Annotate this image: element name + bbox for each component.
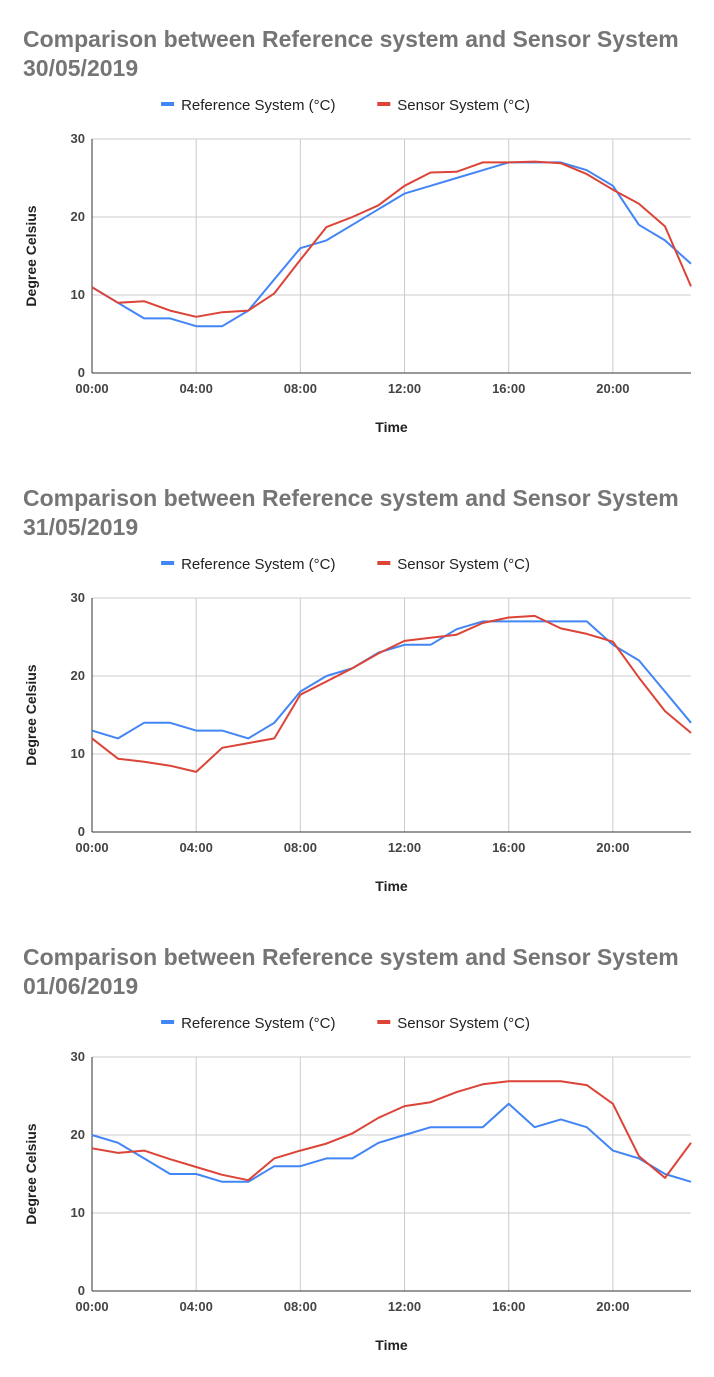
series-line-sensor	[91, 1080, 692, 1182]
chart-title-line2: 01/06/2019	[23, 973, 138, 999]
legend-swatch	[161, 561, 175, 565]
legend-swatch	[161, 102, 175, 106]
legend-item-reference: Reference System (°C)	[161, 556, 335, 573]
x-tick-label: 20:00	[596, 840, 629, 855]
legend-item-sensor: Sensor System (°C)	[377, 1015, 530, 1032]
chart-title-line1: Comparison between Reference system and …	[23, 26, 679, 52]
y-axis-title: Degree Celsius	[23, 664, 39, 765]
line-chart: Comparison between Reference system and …	[23, 26, 692, 435]
series-line-reference	[91, 1102, 692, 1183]
x-tick-label: 04:00	[180, 840, 213, 855]
x-tick-label: 08:00	[284, 1299, 317, 1314]
x-axis-title: Time	[375, 878, 408, 894]
x-tick-label: 20:00	[596, 1299, 629, 1314]
legend-item-reference: Reference System (°C)	[161, 97, 335, 114]
series-line-sensor	[91, 614, 692, 773]
chart-title-line2: 30/05/2019	[23, 55, 138, 81]
y-tick-label: 30	[71, 1049, 85, 1064]
legend-item-reference: Reference System (°C)	[161, 1015, 335, 1032]
x-axis-title: Time	[375, 419, 408, 435]
legend-swatch	[377, 102, 391, 106]
chart-panel-2: Comparison between Reference system and …	[0, 459, 714, 918]
x-tick-label: 08:00	[284, 381, 317, 396]
y-tick-label: 20	[71, 668, 85, 683]
y-tick-label: 10	[71, 287, 85, 302]
y-tick-label: 0	[78, 824, 85, 839]
chart-panel-1: Comparison between Reference system and …	[0, 0, 714, 459]
legend-label: Reference System (°C)	[181, 1015, 335, 1032]
y-tick-label: 0	[78, 365, 85, 380]
x-tick-label: 12:00	[388, 381, 421, 396]
y-tick-label: 10	[71, 746, 85, 761]
series-line-sensor	[91, 160, 692, 318]
legend-label: Sensor System (°C)	[397, 1015, 530, 1032]
chart-title-line1: Comparison between Reference system and …	[23, 944, 679, 970]
x-tick-label: 04:00	[180, 381, 213, 396]
y-tick-label: 20	[71, 1127, 85, 1142]
x-tick-label: 20:00	[596, 381, 629, 396]
legend-swatch	[377, 561, 391, 565]
x-tick-label: 12:00	[388, 1299, 421, 1314]
y-tick-label: 20	[71, 209, 85, 224]
x-tick-label: 12:00	[388, 840, 421, 855]
x-tick-label: 16:00	[492, 840, 525, 855]
legend-label: Reference System (°C)	[181, 97, 335, 114]
legend-item-sensor: Sensor System (°C)	[377, 556, 530, 573]
series-line-reference	[91, 161, 692, 328]
legend-label: Sensor System (°C)	[397, 556, 530, 573]
legend-label: Sensor System (°C)	[397, 97, 530, 114]
chart-panel-3: Comparison between Reference system and …	[0, 918, 714, 1377]
y-tick-label: 30	[71, 590, 85, 605]
x-tick-label: 08:00	[284, 840, 317, 855]
chart-title-line2: 31/05/2019	[23, 514, 138, 540]
x-tick-label: 16:00	[492, 1299, 525, 1314]
y-axis-title: Degree Celsius	[23, 1123, 39, 1224]
y-tick-label: 0	[78, 1283, 85, 1298]
x-tick-label: 00:00	[75, 381, 108, 396]
chart-title-line1: Comparison between Reference system and …	[23, 485, 679, 511]
legend-item-sensor: Sensor System (°C)	[377, 97, 530, 114]
y-tick-label: 10	[71, 1205, 85, 1220]
legend-swatch	[161, 1020, 175, 1024]
legend-swatch	[377, 1020, 391, 1024]
line-chart: Comparison between Reference system and …	[23, 944, 692, 1353]
y-tick-label: 30	[71, 131, 85, 146]
x-axis-title: Time	[375, 1337, 408, 1353]
series-line-reference	[91, 620, 692, 740]
x-tick-label: 00:00	[75, 1299, 108, 1314]
line-chart: Comparison between Reference system and …	[23, 485, 692, 894]
x-tick-label: 04:00	[180, 1299, 213, 1314]
x-tick-label: 00:00	[75, 840, 108, 855]
x-tick-label: 16:00	[492, 381, 525, 396]
legend-label: Reference System (°C)	[181, 556, 335, 573]
y-axis-title: Degree Celsius	[23, 205, 39, 306]
